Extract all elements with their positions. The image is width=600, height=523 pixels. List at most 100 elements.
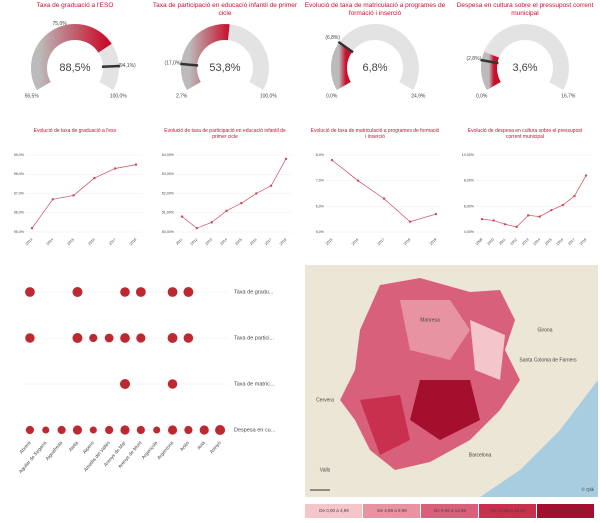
chart-title: Evolució de taxa de matriculació a progr…: [304, 2, 446, 17]
x-tick-label: 2012: [510, 238, 518, 246]
y-tick-label: 6,00%: [464, 204, 475, 208]
point: [503, 223, 507, 226]
chart-title: Evolució de taxa de participació en educ…: [164, 128, 286, 140]
y-tick-label: 7,0%: [316, 179, 325, 183]
x-tick-label: 2016: [249, 238, 257, 246]
bubble: [89, 426, 97, 434]
bubble: [72, 333, 83, 343]
x-tick-label: 2015: [325, 238, 333, 246]
gauge-track: [331, 24, 419, 90]
point: [527, 214, 530, 217]
y-tick-label: 53,00%: [162, 172, 175, 176]
point: [195, 226, 199, 230]
point: [180, 215, 184, 218]
x-tick-label: 2017: [264, 238, 272, 246]
gauge-value: 88,5%: [59, 62, 90, 74]
x-tick-label: 2017: [567, 238, 575, 246]
y-tick-label: 99,0%: [14, 153, 25, 157]
point: [584, 174, 588, 177]
bubble: [136, 425, 145, 435]
legend-swatch: [421, 504, 478, 518]
x-tick-label: 2010: [486, 238, 494, 246]
region: [470, 320, 505, 380]
y-tick-label: 95,0%: [14, 230, 25, 234]
map: [305, 265, 598, 497]
legend-label: De 19,93 a 24,90: [549, 508, 584, 513]
point: [210, 221, 213, 224]
gauge-marker-label: (17,0%): [164, 61, 182, 67]
x-tick-label: Aiguafreda: [45, 440, 65, 462]
gauge-marker-label: (6,8%): [325, 35, 340, 41]
y-tick-label: 97,0%: [14, 191, 25, 195]
bubble: [184, 425, 193, 435]
point: [284, 157, 288, 161]
chart-title-box: Evolució de taxa de matriculació a progr…: [311, 128, 440, 140]
x-tick-label: Argentona: [156, 440, 175, 461]
x-tick-label: Aguilar de Segarra: [18, 440, 49, 475]
gauge-tick-label: 24,9%: [411, 93, 426, 99]
gauge-value-arc: [481, 51, 501, 90]
gauge-value-arc: [181, 24, 230, 90]
point: [255, 192, 258, 195]
y-tick-label: 10,00%: [462, 153, 475, 157]
gauge-tick-label: 0,0%: [326, 93, 338, 99]
gauge-marker: [101, 64, 121, 69]
x-tick-label: 2014: [46, 238, 54, 246]
bubble: [72, 425, 83, 435]
gauge-value-arc: [331, 42, 353, 90]
x-tick-label: Avià: [196, 440, 207, 451]
x-tick-label: 2018: [579, 238, 587, 246]
region: [400, 300, 470, 360]
bubble: [105, 425, 114, 435]
x-tick-label: 2017: [108, 238, 116, 246]
place-label: Santa Coloma de Farners: [519, 357, 577, 363]
x-tick-label: 2016: [556, 238, 564, 246]
y-tick-label: 50,00%: [162, 230, 175, 234]
gauge-tick-label: 0,0%: [476, 93, 488, 99]
gauge-tick-label: 100,0%: [260, 93, 278, 99]
bubble: [25, 287, 35, 297]
region: [360, 395, 410, 455]
region: [410, 380, 480, 440]
x-tick-label: Ametlla del Vallès: [83, 440, 112, 473]
x-tick-label: Alella: [68, 440, 80, 453]
legend-label: Taxa de partici...: [234, 335, 275, 341]
bubble: [72, 287, 83, 297]
gauge-marker: [480, 58, 499, 65]
bubble: [120, 333, 130, 343]
x-tick-label: 2018: [129, 238, 137, 246]
x-tick-label: 2016: [87, 238, 95, 246]
chart-title: Taxa de graduació a l'ESO: [36, 2, 114, 9]
gauge-track: [481, 24, 569, 90]
bubble: [135, 287, 146, 297]
x-tick-label: 2017: [377, 238, 385, 246]
bubble: [167, 425, 178, 435]
legend-swatch: [479, 504, 536, 518]
y-tick-label: 96,0%: [14, 211, 25, 215]
x-tick-label: 2014: [219, 238, 227, 246]
point: [330, 158, 334, 162]
place-label: Valls: [320, 467, 331, 473]
gauge-value: 53,8%: [209, 62, 240, 74]
point: [538, 215, 541, 218]
point: [382, 197, 386, 200]
y-tick-label: 98,0%: [14, 172, 25, 176]
point: [550, 208, 553, 212]
x-tick-label: 2014: [533, 238, 541, 246]
y-tick-label: 8,0%: [316, 153, 325, 157]
legend-swatch: [305, 504, 362, 518]
gauge-value: 6,8%: [362, 62, 387, 74]
bubble: [104, 333, 114, 343]
x-tick-label: 2019: [429, 238, 437, 246]
map-credit: © Qlik: [582, 486, 595, 492]
x-tick-label: 2018: [403, 238, 411, 246]
point: [408, 220, 412, 223]
bubble: [42, 426, 50, 434]
x-tick-label: 2013: [25, 238, 33, 246]
point: [134, 163, 138, 166]
bubble: [183, 287, 194, 297]
bubble: [25, 333, 35, 343]
y-tick-label: 6,0%: [316, 204, 325, 208]
